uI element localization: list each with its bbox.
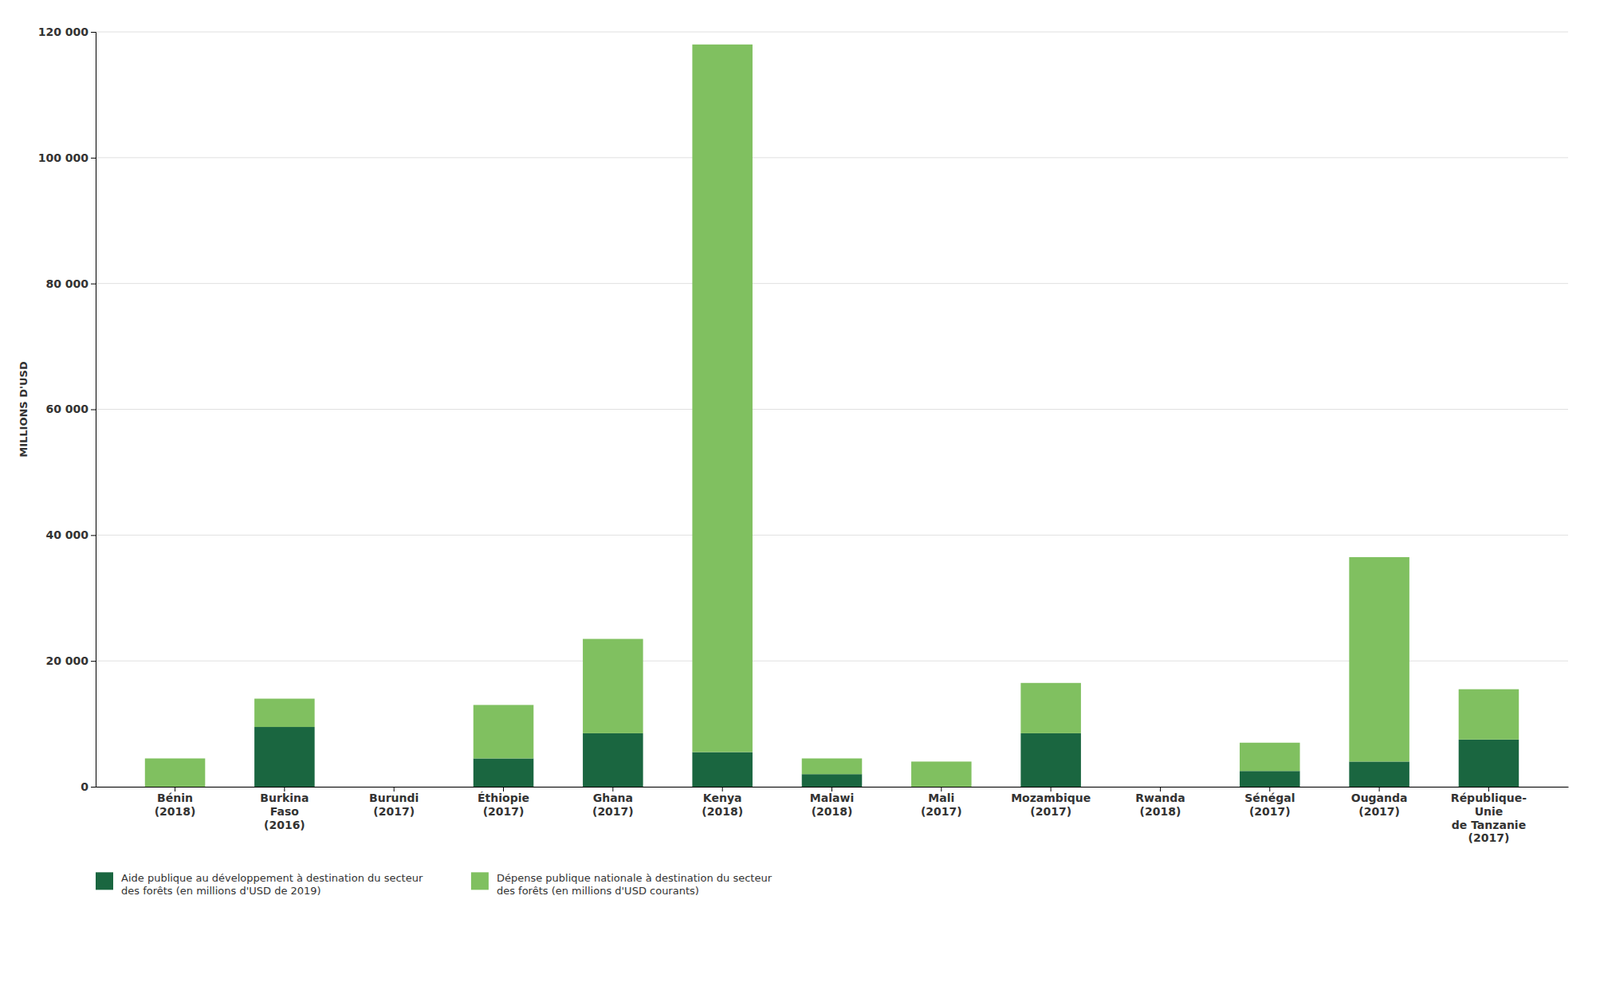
x-tick: Mali(2017) xyxy=(920,786,963,818)
y-tick-label: 120 000 xyxy=(38,25,90,39)
bar xyxy=(582,733,644,787)
bar xyxy=(911,761,972,787)
legend-item: Aide publique au développement à destina… xyxy=(95,872,424,897)
series xyxy=(145,44,1519,787)
y-tick: 120 000 xyxy=(38,25,96,39)
bar xyxy=(691,752,753,787)
y-tick-mark xyxy=(90,31,96,33)
y-tick-mark xyxy=(90,786,96,788)
x-tick: Ghana(2017) xyxy=(592,786,634,818)
y-tick: 60 000 xyxy=(45,402,96,416)
x-tick: Sénégal(2017) xyxy=(1244,786,1295,818)
x-tick: Burundi(2017) xyxy=(369,786,419,818)
y-axis: 0 20 000 40 000 60 000 80 000 100 000 120 000 xyxy=(38,25,97,794)
y-tick: 100 000 xyxy=(38,151,96,165)
y-tick-label: 0 xyxy=(80,780,89,794)
bar xyxy=(1239,770,1301,787)
y-tick-mark xyxy=(90,283,96,285)
x-tick: BurkinaFaso(2016) xyxy=(259,786,309,832)
bar xyxy=(1458,689,1520,740)
bars xyxy=(145,44,1519,787)
x-tick-label: Kenya(2018) xyxy=(701,791,743,818)
x-tick-label: Mali(2017) xyxy=(920,791,963,818)
x-tick-label: Ghana(2017) xyxy=(592,791,634,818)
x-tick: Kenya(2018) xyxy=(701,786,743,818)
grid-line xyxy=(95,660,1569,662)
bar xyxy=(1020,733,1082,787)
series xyxy=(254,727,1519,787)
y-tick: 40 000 xyxy=(45,528,96,542)
x-tick: Rwanda(2018) xyxy=(1135,786,1186,818)
x-tick: Mozambique(2017) xyxy=(1010,786,1091,818)
x-tick: Ouganda(2017) xyxy=(1351,786,1408,818)
x-tick-label: République-Uniede Tanzanie(2017) xyxy=(1450,791,1527,845)
grid-line xyxy=(95,408,1569,410)
x-tick-label: Bénin(2018) xyxy=(154,791,197,818)
y-tick-label: 60 000 xyxy=(45,402,89,416)
legend-label: Aide publique au développement à destina… xyxy=(121,872,424,897)
grid-line xyxy=(95,31,1569,33)
y-tick-mark xyxy=(90,660,96,662)
x-axis: Bénin(2018) BurkinaFaso(2016) Burundi(2017… xyxy=(96,786,1569,845)
y-tick-label: 100 000 xyxy=(38,151,90,165)
y-tick: 20 000 xyxy=(45,654,96,668)
bar xyxy=(1130,786,1192,788)
grid xyxy=(95,31,1569,787)
x-tick-label: Malawi(2018) xyxy=(809,791,854,818)
x-tick: Éthiopie(2017) xyxy=(477,786,530,818)
bar xyxy=(1458,739,1520,787)
x-tick-label: BurkinaFaso(2016) xyxy=(259,791,309,832)
bar xyxy=(473,704,535,759)
legend-swatch xyxy=(471,872,489,890)
y-tick-mark xyxy=(90,534,96,536)
bar xyxy=(363,786,425,788)
x-tick: Malawi(2018) xyxy=(809,786,854,818)
legend-label: Dépense publique nationale à destination… xyxy=(496,872,773,897)
bar xyxy=(1130,786,1192,788)
x-tick-label: Ouganda(2017) xyxy=(1351,791,1408,818)
bar xyxy=(1239,742,1301,772)
chart: Bénin(2018) BurkinaFaso(2016) Burundi(2017… xyxy=(0,0,1600,986)
x-tick-label: Éthiopie(2017) xyxy=(477,791,530,818)
grid-line xyxy=(95,283,1569,284)
y-tick-mark xyxy=(90,409,96,411)
x-tick-label: Burundi(2017) xyxy=(369,791,419,818)
bar xyxy=(1020,683,1082,734)
x-tick-label: Rwanda(2018) xyxy=(1135,791,1186,818)
bar xyxy=(691,44,753,753)
bar xyxy=(473,758,535,787)
y-tick: 0 xyxy=(80,780,96,794)
bar xyxy=(801,758,863,775)
legend-swatch xyxy=(95,872,114,890)
y-tick-mark xyxy=(90,157,96,159)
bar xyxy=(1348,557,1410,762)
grid-line xyxy=(95,157,1569,158)
y-tick-label: 20 000 xyxy=(45,654,89,668)
bar xyxy=(582,639,644,734)
bar xyxy=(254,699,315,728)
grid-line xyxy=(95,534,1569,536)
x-tick: République-Uniede Tanzanie(2017) xyxy=(1450,786,1527,845)
legend-item: Dépense publique nationale à destination… xyxy=(471,872,773,897)
y-tick: 80 000 xyxy=(45,277,96,291)
x-tick-label: Sénégal(2017) xyxy=(1244,791,1295,818)
bar xyxy=(145,758,206,787)
bar xyxy=(801,774,863,787)
y-axis-title: MILLIONS D'USD xyxy=(17,361,30,458)
x-tick: Bénin(2018) xyxy=(154,786,197,818)
legend: Aide publique au développement à destina… xyxy=(95,872,773,897)
y-tick-label: 80 000 xyxy=(45,277,89,291)
bar xyxy=(1348,761,1410,787)
y-tick-label: 40 000 xyxy=(45,528,89,542)
bar xyxy=(254,727,315,787)
bar xyxy=(363,786,425,788)
y-axis-line xyxy=(90,32,97,788)
x-tick-label: Mozambique(2017) xyxy=(1010,791,1091,818)
plot: Bénin(2018) BurkinaFaso(2016) Burundi(2017… xyxy=(38,25,1569,845)
